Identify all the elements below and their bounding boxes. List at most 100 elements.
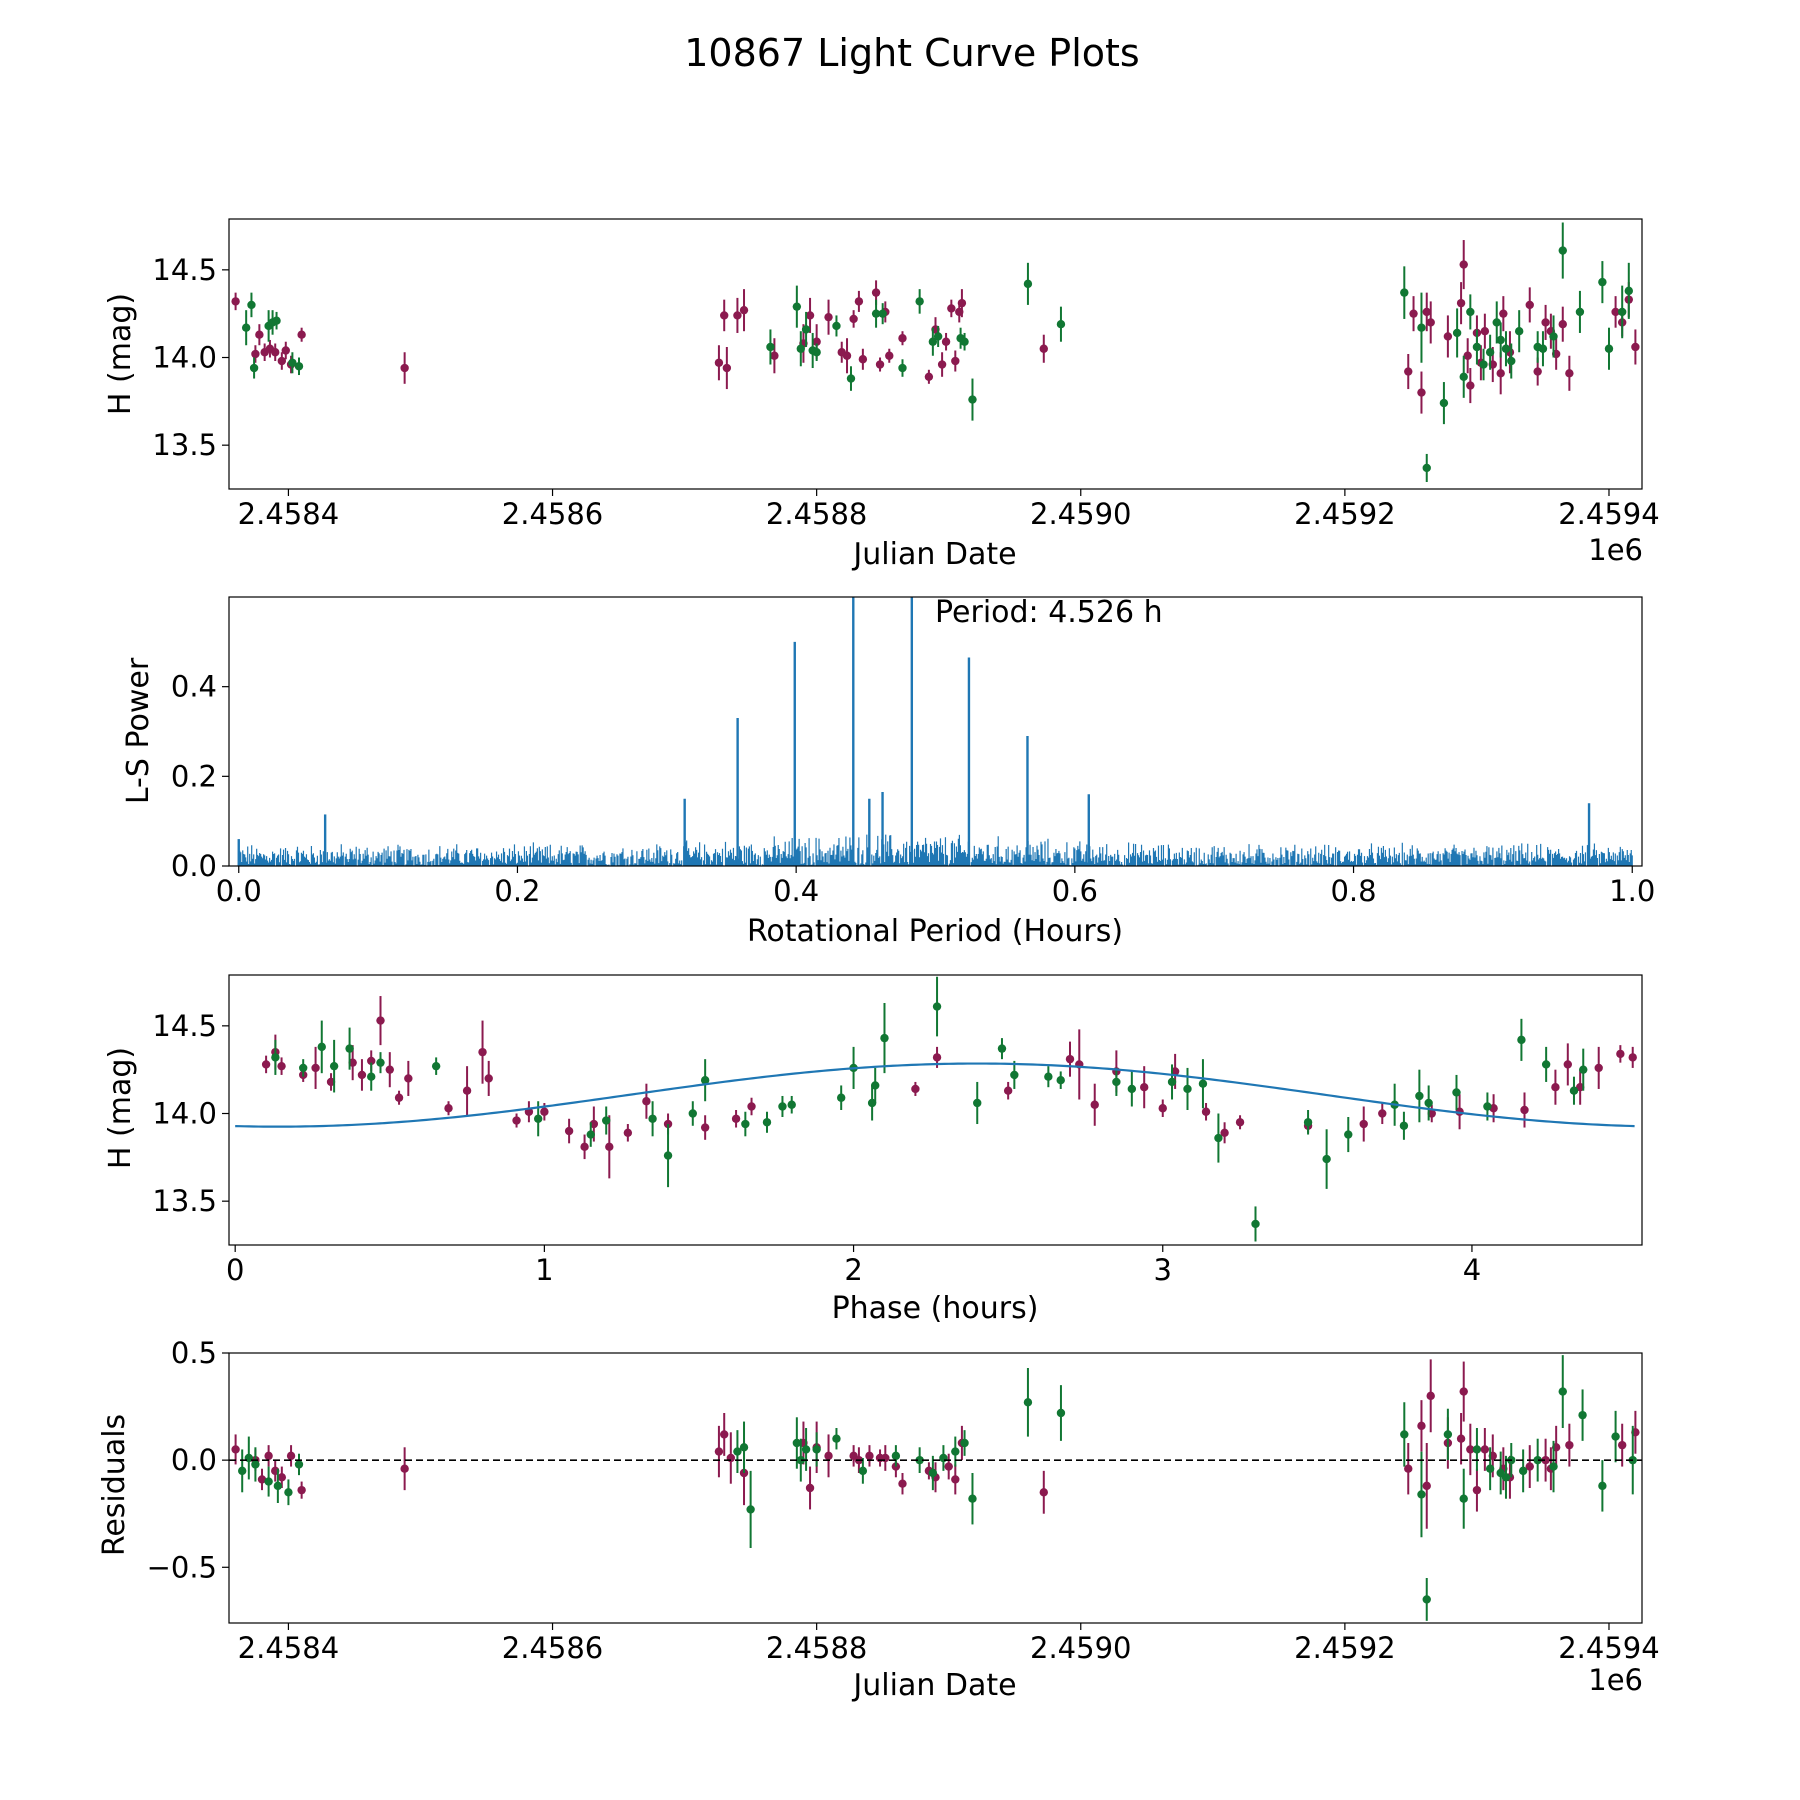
data-point xyxy=(404,1074,413,1083)
data-point xyxy=(1426,1391,1435,1401)
data-point xyxy=(444,1104,453,1113)
data-point xyxy=(376,1058,385,1067)
phased-xlabel: Phase (hours) xyxy=(832,1291,1039,1326)
data-point xyxy=(272,316,281,325)
data-point xyxy=(602,1116,611,1125)
data-point xyxy=(1399,1121,1409,1130)
data-point xyxy=(1507,356,1516,366)
data-point xyxy=(1415,1091,1424,1101)
data-point xyxy=(739,305,749,315)
data-point xyxy=(1533,367,1542,376)
data-point xyxy=(1023,279,1033,289)
data-point xyxy=(1628,1053,1637,1062)
y-tick-label: 0.0 xyxy=(171,849,217,883)
data-point xyxy=(898,363,907,373)
x-tick-label: 0.8 xyxy=(1330,874,1376,908)
data-point xyxy=(1409,309,1418,318)
data-point xyxy=(846,374,856,383)
data-point xyxy=(880,1033,889,1043)
x-tick-label: 0.0 xyxy=(216,874,262,908)
data-point xyxy=(878,309,887,318)
data-point xyxy=(836,1093,846,1102)
data-point xyxy=(1569,1086,1579,1095)
data-point xyxy=(924,372,934,381)
axes-frame xyxy=(228,1352,1643,1624)
data-point xyxy=(1501,344,1511,353)
y-tick-label: 0.0 xyxy=(171,1443,217,1477)
data-point xyxy=(915,297,924,306)
data-point xyxy=(540,1107,549,1116)
data-point xyxy=(1404,367,1413,376)
data-point xyxy=(648,1114,657,1123)
data-point xyxy=(951,1475,960,1484)
data-point xyxy=(688,1109,697,1118)
data-point xyxy=(770,351,779,360)
data-point xyxy=(1463,351,1472,360)
data-point xyxy=(1112,1077,1121,1087)
data-point xyxy=(812,1445,821,1454)
data-point xyxy=(264,1451,273,1461)
data-point xyxy=(951,1447,960,1456)
data-point xyxy=(247,300,256,310)
data-point xyxy=(858,355,868,364)
data-point xyxy=(1525,300,1534,310)
data-point xyxy=(385,1065,394,1074)
data-point xyxy=(261,1060,271,1069)
phased-panel: Phase (hours) H (mag) 0 1 2 3 4 13.5 14.0 14.5 xyxy=(103,974,1643,1326)
x-tick-label: 2.4586 xyxy=(502,1631,603,1665)
data-point xyxy=(1541,1455,1550,1465)
data-point xyxy=(1617,1440,1627,1450)
x-tick-label: 0.6 xyxy=(1052,874,1098,908)
lightcurve-xlabel: Julian Date xyxy=(851,537,1016,572)
data-point xyxy=(288,358,297,367)
data-point xyxy=(1456,298,1466,308)
data-point xyxy=(1400,1430,1409,1439)
data-point xyxy=(842,351,852,360)
residuals-ylabel: Residuals xyxy=(97,1414,132,1556)
x-tick-label: 2.4592 xyxy=(1294,1631,1395,1665)
data-point xyxy=(1578,1410,1587,1420)
phased-points xyxy=(235,976,1637,1242)
data-point xyxy=(1480,1445,1490,1454)
data-point xyxy=(805,1483,815,1493)
data-point xyxy=(875,360,885,369)
data-point xyxy=(714,358,724,367)
data-point xyxy=(792,302,802,311)
data-point xyxy=(720,311,729,320)
data-point xyxy=(812,337,821,346)
data-point xyxy=(533,1114,543,1123)
data-point xyxy=(586,1130,595,1139)
lightcurve-points xyxy=(231,222,1640,482)
data-point xyxy=(1549,1462,1558,1471)
data-point xyxy=(1127,1084,1137,1094)
data-point xyxy=(1579,1065,1588,1074)
data-point xyxy=(512,1116,521,1125)
data-point xyxy=(1594,1063,1603,1073)
y-tick-label: 0.5 xyxy=(171,1336,217,1370)
lightcurve-panel: Julian Date H (mag) 1e6 2.4584 2.4586 2.45… xyxy=(103,218,1660,572)
data-point xyxy=(968,1494,977,1503)
data-point xyxy=(264,1477,273,1486)
data-point xyxy=(1565,369,1574,378)
data-point xyxy=(1485,1464,1495,1473)
data-point xyxy=(733,1447,742,1456)
data-point xyxy=(271,1053,280,1062)
x-tick-label: 2.4590 xyxy=(1030,497,1131,531)
data-point xyxy=(762,1118,772,1127)
phased-ylabel: H (mag) xyxy=(103,1047,138,1169)
data-point xyxy=(1183,1084,1192,1094)
data-point xyxy=(1417,388,1426,397)
data-point xyxy=(968,395,977,404)
data-point xyxy=(1598,277,1607,287)
data-point xyxy=(766,342,775,352)
data-point xyxy=(345,1044,354,1053)
data-point xyxy=(824,1451,833,1461)
data-point xyxy=(1422,463,1431,473)
x-tick-label: 0 xyxy=(226,1253,244,1287)
data-point xyxy=(714,1447,724,1456)
data-point xyxy=(747,1102,756,1111)
data-point xyxy=(947,304,956,313)
data-point xyxy=(898,1479,907,1488)
data-point xyxy=(1472,1445,1482,1454)
data-point xyxy=(1485,348,1495,357)
